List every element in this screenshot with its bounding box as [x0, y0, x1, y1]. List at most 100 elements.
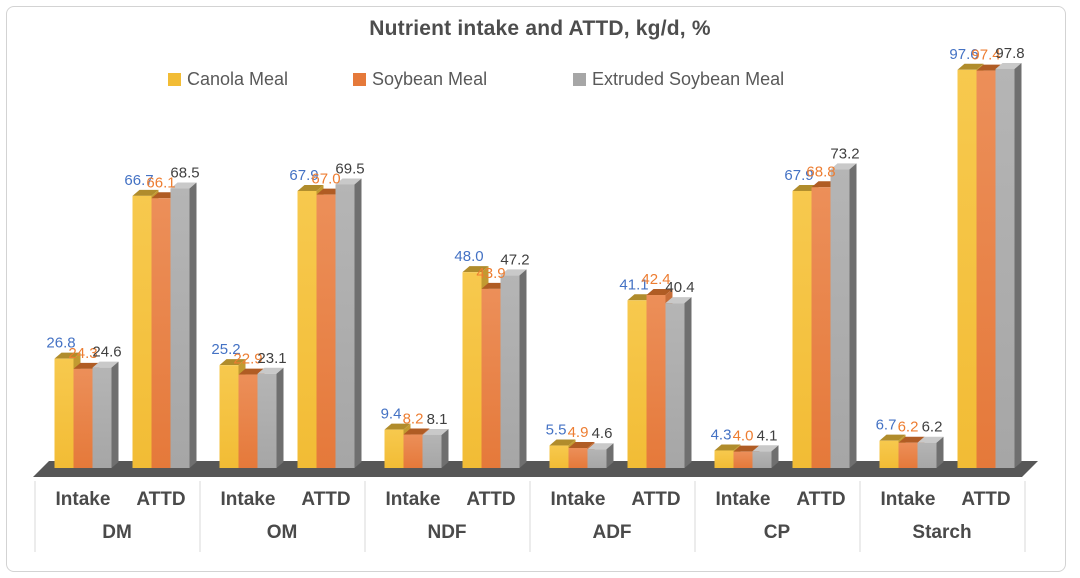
bar-extruded-soybean-meal-om-intake	[257, 367, 284, 468]
bar-top-face	[462, 266, 489, 273]
bar-side-face	[936, 436, 944, 468]
bar-side-face	[276, 367, 284, 468]
bar-side-face	[519, 269, 527, 468]
bar-top-face	[422, 428, 449, 435]
bar-front-face	[665, 303, 685, 468]
bar-top-face	[132, 189, 159, 196]
bar-front-face	[995, 68, 1015, 468]
legend-swatch-icon	[168, 72, 181, 86]
legend-item-canola-meal: Canola Meal	[168, 68, 288, 90]
bar-top-face	[917, 436, 944, 443]
value-label-soybean-meal-starch-intake: 6.2	[898, 419, 919, 436]
bar-extruded-soybean-meal-dm-intake	[92, 361, 119, 468]
value-label-soybean-meal-adf-intake: 4.9	[568, 424, 589, 441]
value-label-soybean-meal-cp-attd: 68.8	[806, 163, 835, 180]
bar-front-face	[422, 434, 442, 468]
bar-front-face	[481, 288, 501, 468]
cluster-adf-intake: 5.5 4.9 4.6	[546, 422, 614, 468]
bar-side-face	[684, 297, 692, 468]
cluster-cp-intake: 4.3 4.0 4.1	[711, 426, 779, 468]
bar-side-face	[111, 361, 119, 468]
value-label-soybean-meal-om-attd: 67.0	[311, 171, 340, 188]
bar-top-face	[646, 289, 673, 296]
bar-extruded-soybean-meal-ndf-intake	[422, 428, 449, 468]
bar-front-face	[132, 195, 152, 468]
bar-front-face	[917, 442, 937, 468]
axis-sub-label-om-attd: ATTD	[301, 489, 350, 510]
bar-side-face	[354, 178, 362, 468]
chart-floor	[33, 461, 1038, 477]
bar-top-face	[257, 367, 284, 374]
bar-front-face	[384, 429, 404, 468]
bar-front-face	[587, 449, 607, 468]
axis-group-label-cp: CP	[764, 522, 791, 543]
axis-group-label-starch: Starch	[912, 522, 971, 543]
bar-front-face	[238, 374, 258, 468]
value-label-canola-meal-om-attd: 67.9	[289, 167, 318, 184]
bar-top-face	[384, 423, 411, 430]
value-label-soybean-meal-om-intake: 22.9	[233, 351, 262, 368]
bar-front-face	[335, 184, 355, 468]
axis-group-label-adf: ADF	[592, 522, 631, 543]
axis-sub-label-adf-attd: ATTD	[631, 489, 680, 510]
value-label-canola-meal-dm-intake: 26.8	[46, 335, 75, 352]
bar-top-face	[733, 445, 760, 452]
legend-swatch-icon	[353, 72, 366, 86]
value-label-canola-meal-dm-attd: 66.7	[124, 172, 153, 189]
value-label-extruded-soybean-meal-dm-attd: 68.5	[170, 165, 199, 182]
axis-sub-label-cp-intake: Intake	[716, 489, 771, 510]
bar-top-face	[54, 352, 81, 359]
bar-side-face	[189, 182, 197, 468]
bar-front-face	[170, 188, 190, 468]
axis-sub-label-adf-intake: Intake	[551, 489, 606, 510]
bar-front-face	[811, 187, 831, 468]
value-label-extruded-soybean-meal-om-attd: 69.5	[335, 160, 364, 177]
value-label-extruded-soybean-meal-cp-intake: 4.1	[757, 427, 778, 444]
cluster-dm-intake: 26.824.324.6	[46, 335, 122, 468]
bar-extruded-soybean-meal-adf-attd	[665, 297, 692, 468]
bar-extruded-soybean-meal-cp-attd	[830, 163, 857, 468]
value-label-extruded-soybean-meal-adf-attd: 40.4	[665, 279, 694, 296]
cluster-starch-attd: 97.697.497.8	[949, 45, 1025, 469]
axis-sub-label-cp-attd: ATTD	[796, 489, 845, 510]
bar-front-face	[500, 275, 520, 468]
axis-sub-label-dm-attd: ATTD	[136, 489, 185, 510]
value-label-extruded-soybean-meal-adf-intake: 4.6	[592, 425, 613, 442]
value-label-soybean-meal-ndf-attd: 43.9	[476, 265, 505, 282]
bar-extruded-soybean-meal-adf-intake	[587, 443, 614, 468]
bar-front-face	[316, 194, 336, 468]
bar-top-face	[714, 444, 741, 451]
value-label-canola-meal-starch-intake: 6.7	[876, 417, 897, 434]
value-label-canola-meal-ndf-intake: 9.4	[381, 406, 402, 423]
bar-top-face	[335, 178, 362, 185]
bar-top-face	[879, 434, 906, 441]
axis-sub-label-ndf-attd: ATTD	[466, 489, 515, 510]
bar-front-face	[54, 358, 74, 468]
cluster-om-intake: 25.222.923.1	[211, 341, 287, 468]
axis-group-label-om: OM	[267, 522, 298, 543]
value-label-soybean-meal-dm-intake: 24.3	[68, 345, 97, 362]
bar-front-face	[297, 190, 317, 468]
bar-front-face	[792, 190, 812, 468]
chart-legend: Canola Meal Soybean Meal Extruded Soybean …	[0, 68, 1080, 90]
bar-top-face	[219, 359, 246, 366]
legend-label: Canola Meal	[187, 68, 289, 89]
bar-front-face	[733, 451, 753, 468]
bar-top-face	[752, 445, 779, 452]
bar-front-face	[976, 70, 996, 468]
bar-soybean-meal-ndf-intake	[403, 428, 430, 468]
value-label-soybean-meal-starch-attd: 97.4	[971, 47, 1000, 64]
value-label-canola-meal-adf-attd: 41.1	[619, 276, 648, 293]
bar-top-face	[995, 62, 1022, 69]
bar-top-face	[238, 368, 265, 375]
bar-front-face	[830, 169, 850, 468]
value-label-soybean-meal-cp-intake: 4.0	[733, 428, 754, 445]
bar-side-face	[606, 443, 614, 468]
value-label-extruded-soybean-meal-ndf-intake: 8.1	[427, 411, 448, 428]
